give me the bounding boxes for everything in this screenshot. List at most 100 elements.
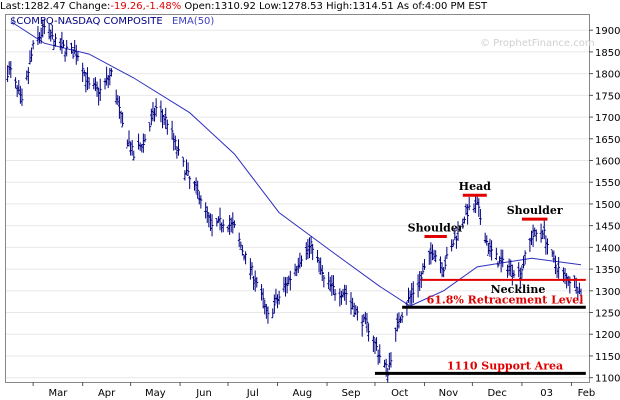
grid xyxy=(6,29,589,379)
ohlc-bar xyxy=(333,289,337,301)
ohlc-bar xyxy=(300,255,303,267)
ohlc-bar xyxy=(188,175,192,190)
y-tick-label: 1450 xyxy=(595,222,620,233)
ohlc-bar xyxy=(411,281,415,303)
ohlc-bar xyxy=(355,306,359,321)
ohlc-bar xyxy=(288,270,292,291)
ohlc-bar xyxy=(375,337,378,351)
legend: $COMPQ-NASDAQ COMPOSITE EMA(50) xyxy=(10,16,214,27)
ohlc-bar xyxy=(26,67,30,85)
ohlc-bar xyxy=(121,112,124,128)
y-tick-label: 1150 xyxy=(595,352,620,363)
annotation-label: 1110 Support Area xyxy=(447,359,563,372)
ema-line xyxy=(10,21,582,307)
ohlc-bar xyxy=(170,120,174,140)
ohlc-bar xyxy=(65,39,69,57)
ohlc-bar xyxy=(14,77,17,89)
x-tick-label: Feb xyxy=(578,388,596,399)
ohlc-bar xyxy=(110,68,113,77)
ohlc-bar xyxy=(494,247,498,261)
ohlc-bar xyxy=(421,263,425,275)
last-label: Last: xyxy=(0,1,25,12)
annotation-label: Neckline xyxy=(491,283,546,296)
ohlc-bar xyxy=(332,275,335,295)
ohlc-bar xyxy=(266,306,270,324)
ohlc-bar xyxy=(173,135,177,150)
ohlc-bar xyxy=(20,88,24,106)
annotation-label: 61.8% Retracement Level xyxy=(427,293,584,306)
ohlc-bar xyxy=(30,47,33,62)
ohlc-bar xyxy=(240,245,244,256)
ohlc-bar xyxy=(118,96,121,119)
ohlc-bar xyxy=(148,122,152,132)
low-value: 1278.53 xyxy=(281,1,323,12)
ohlc-bar xyxy=(277,290,281,305)
ohlc-bar xyxy=(130,140,134,156)
asof-value: 4:00 PM EST xyxy=(424,1,488,12)
ohlc-bar xyxy=(244,251,247,265)
ohlc-bar xyxy=(165,119,169,135)
ohlc-bar xyxy=(531,224,535,247)
ohlc-bar xyxy=(467,196,471,211)
ohlc-bar xyxy=(181,156,185,167)
ohlc-bar xyxy=(386,367,390,383)
ohlc-bar xyxy=(95,81,99,97)
y-tick-label: 1100 xyxy=(595,374,620,385)
ohlc-bar xyxy=(520,265,524,279)
y-tick-label: 1350 xyxy=(595,265,620,276)
ohlc-bar xyxy=(199,195,203,209)
x-tick-label: Jul xyxy=(246,388,259,399)
ohlc-bar xyxy=(250,262,254,276)
ohlc-bar xyxy=(320,265,324,281)
x-tick-label: Mar xyxy=(48,388,68,399)
y-tick-label: 1300 xyxy=(595,287,620,298)
ohlc-bar xyxy=(322,272,326,288)
ohlc-bar xyxy=(215,217,219,227)
ohlc-bar xyxy=(261,288,265,309)
ohlc-bar xyxy=(31,40,35,50)
y-tick-label: 1550 xyxy=(595,178,620,189)
ohlc-bar xyxy=(443,256,447,270)
y-tick-label: 1900 xyxy=(595,26,620,37)
ohlc-bar xyxy=(9,61,13,78)
price-bars xyxy=(6,19,583,383)
x-axis: Mar Apr May Jun Jul Aug Sep Oct Nov Dec 03 Feb xyxy=(32,382,596,399)
ohlc-bar xyxy=(512,270,516,278)
ohlc-bar xyxy=(143,134,147,145)
y-tick-label: 1800 xyxy=(595,70,620,81)
watermark: © ProphetFinance.com xyxy=(480,38,595,49)
y-tick-label: 1500 xyxy=(595,200,620,211)
ohlc-bar xyxy=(50,24,54,40)
y-axis: 1100 1150 1200 1250 1300 1350 1400 1450 1500 1550… xyxy=(589,26,620,385)
ohlc-bar xyxy=(579,288,583,304)
ohlc-bar xyxy=(62,39,65,49)
ohlc-bar xyxy=(456,221,460,241)
annotation-label: Shoulder xyxy=(408,222,464,235)
ohlc-bar xyxy=(434,250,438,263)
x-tick-label: May xyxy=(145,388,166,399)
x-tick-label: Sep xyxy=(342,388,361,399)
ohlc-bar xyxy=(501,249,505,268)
ohlc-bar xyxy=(285,276,289,294)
asof-label: As of: xyxy=(396,1,425,12)
ohlc-bar xyxy=(87,77,91,89)
ohlc-bar xyxy=(554,255,557,275)
ohlc-bar xyxy=(463,216,466,224)
ohlc-bar xyxy=(221,219,225,233)
ohlc-bar xyxy=(196,180,200,199)
x-tick-label: Nov xyxy=(439,388,459,399)
ohlc-bar xyxy=(344,285,348,305)
ohlc-bar xyxy=(70,42,73,54)
ohlc-bar xyxy=(546,238,549,255)
x-tick-label: Apr xyxy=(98,388,116,399)
ohlc-bar xyxy=(71,48,75,59)
ohlc-bar xyxy=(451,239,455,248)
ohlc-bar xyxy=(316,249,319,263)
ohlc-bar xyxy=(522,256,525,269)
open-label: Open: xyxy=(184,1,215,12)
legend-ema: EMA(50) xyxy=(172,16,214,27)
ohlc-bar xyxy=(210,214,214,237)
ohlc-bar xyxy=(311,243,315,261)
ohlc-bar xyxy=(54,33,57,47)
